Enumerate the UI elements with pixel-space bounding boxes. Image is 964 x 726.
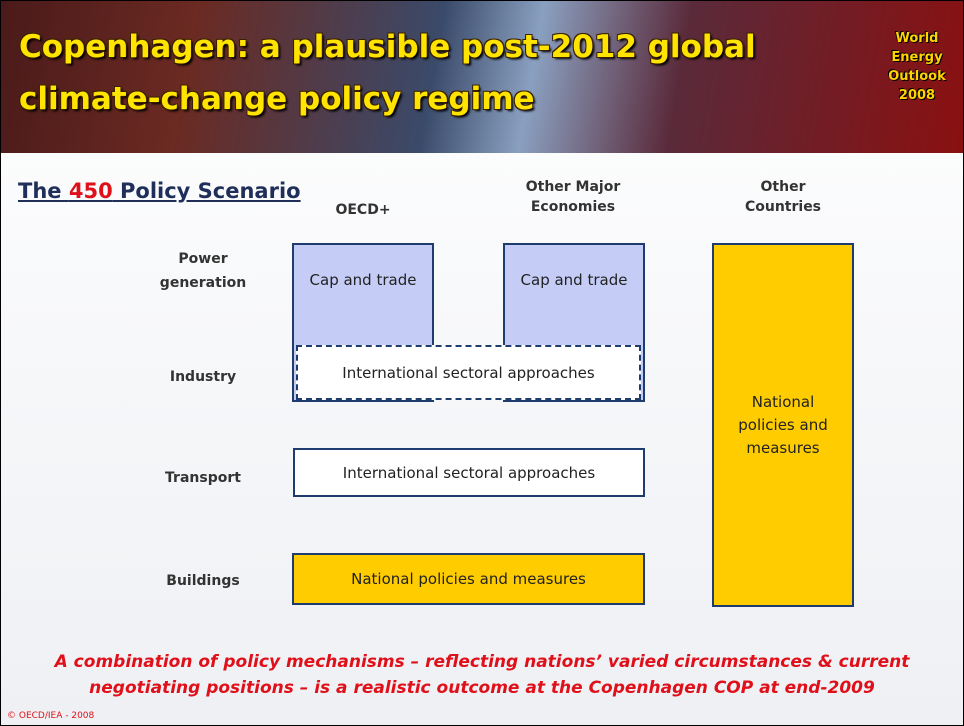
logo-line: Outlook xyxy=(888,69,946,84)
logo-line: World xyxy=(895,31,939,46)
policy-box: International sectoral approaches xyxy=(296,345,641,400)
policy-box: National policies and measures xyxy=(712,243,854,607)
row-header: Buildings xyxy=(166,573,240,589)
title-line: climate-change policy regime xyxy=(19,81,535,117)
copyright: © OECD/IEA - 2008 xyxy=(7,711,95,721)
column-header: OECD+ xyxy=(335,202,391,218)
policy-box: International sectoral approaches xyxy=(293,448,645,497)
row-header: Transport xyxy=(165,470,241,486)
policy-box: National policies and measures xyxy=(292,553,645,605)
row-header: Industry xyxy=(169,369,237,385)
column-header: Other Major Economies xyxy=(525,179,621,215)
subtitle: The 450 Policy Scenario xyxy=(18,179,301,203)
column-header: Other Countries xyxy=(744,179,822,215)
subtitle-text: Policy Scenario xyxy=(120,179,301,203)
footer-note: A combination of policy mechanisms – ref… xyxy=(54,652,910,672)
subtitle-highlight: 450 xyxy=(68,179,113,203)
header-background xyxy=(1,1,963,153)
row-header: Power generation xyxy=(159,251,247,291)
title-line: Copenhagen: a plausible post-2012 global xyxy=(19,29,756,65)
logo-line: 2008 xyxy=(898,88,936,103)
logo-line: Energy xyxy=(891,50,943,65)
footer-note: negotiating positions – is a realistic o… xyxy=(89,678,875,698)
subtitle-text: The xyxy=(18,179,62,203)
logo: World Energy Outlook 2008 xyxy=(887,29,947,105)
